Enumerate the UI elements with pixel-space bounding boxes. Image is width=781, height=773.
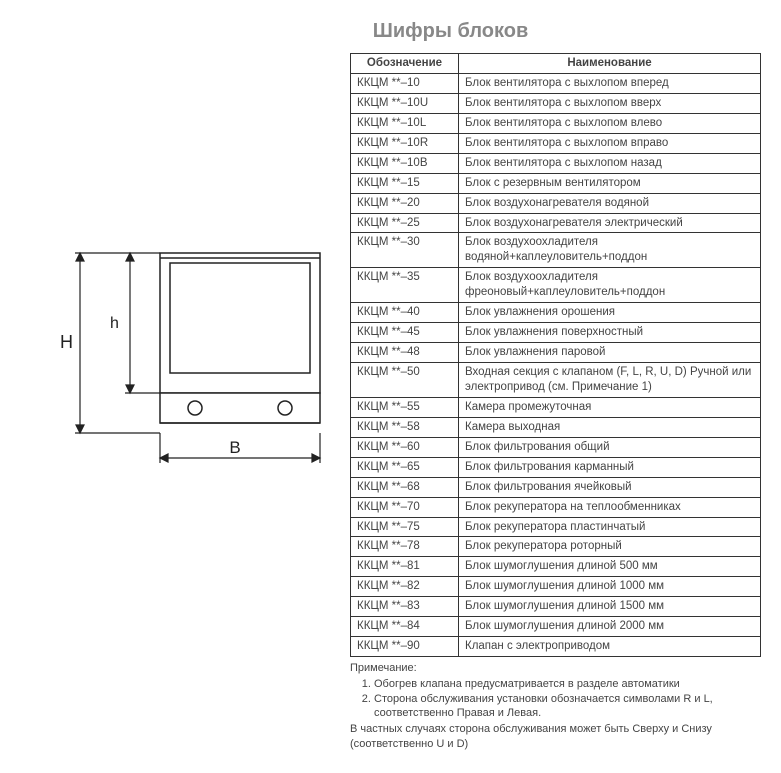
cell-name: Блок фильтрования карманный <box>459 457 761 477</box>
table-row: ККЦМ **–70Блок рекуператора на теплообме… <box>351 497 761 517</box>
table-row: ККЦМ **–58Камера выходная <box>351 417 761 437</box>
table-row: ККЦМ **–83Блок шумоглушения длиной 1500 … <box>351 597 761 617</box>
cell-code: ККЦМ **–25 <box>351 213 459 233</box>
th-name: Наименование <box>459 54 761 74</box>
table-row: ККЦМ **–10UБлок вентилятора с выхлопом в… <box>351 93 761 113</box>
table-row: ККЦМ **–10RБлок вентилятора с выхлопом в… <box>351 133 761 153</box>
cell-name: Блок воздухоохладителя фреоновый+каплеул… <box>459 268 761 303</box>
cell-name: Блок рекуператора пластинчатый <box>459 517 761 537</box>
table-row: ККЦМ **–10BБлок вентилятора с выхлопом н… <box>351 153 761 173</box>
cell-code: ККЦМ **–10U <box>351 93 459 113</box>
cell-name: Блок вентилятора с выхлопом назад <box>459 153 761 173</box>
table-row: ККЦМ **–40Блок увлажнения орошения <box>351 303 761 323</box>
cell-name: Блок шумоглушения длиной 1000 мм <box>459 577 761 597</box>
cell-code: ККЦМ **–75 <box>351 517 459 537</box>
cell-name: Блок воздухоохладителя водяной+каплеулов… <box>459 233 761 268</box>
cell-name: Блок вентилятора с выхлопом вверх <box>459 93 761 113</box>
cell-name: Блок шумоглушения длиной 1500 мм <box>459 597 761 617</box>
table-row: ККЦМ **–10Блок вентилятора с выхлопом вп… <box>351 73 761 93</box>
cell-code: ККЦМ **–30 <box>351 233 459 268</box>
page-title: Шифры блоков <box>140 20 761 43</box>
cell-code: ККЦМ **–65 <box>351 457 459 477</box>
cell-code: ККЦМ **–83 <box>351 597 459 617</box>
table-row: ККЦМ **–82Блок шумоглушения длиной 1000 … <box>351 577 761 597</box>
cell-code: ККЦМ **–20 <box>351 193 459 213</box>
cell-code: ККЦМ **–10L <box>351 113 459 133</box>
cell-code: ККЦМ **–78 <box>351 537 459 557</box>
cell-name: Блок шумоглушения длиной 2000 мм <box>459 617 761 637</box>
table-row: ККЦМ **–78Блок рекуператора роторный <box>351 537 761 557</box>
cell-code: ККЦМ **–58 <box>351 417 459 437</box>
cell-name: Блок фильтрования общий <box>459 437 761 457</box>
cell-name: Блок вентилятора с выхлопом вправо <box>459 133 761 153</box>
table-row: ККЦМ **–65Блок фильтрования карманный <box>351 457 761 477</box>
cell-code: ККЦМ **–40 <box>351 303 459 323</box>
cell-name: Блок вентилятора с выхлопом влево <box>459 113 761 133</box>
cell-code: ККЦМ **–48 <box>351 343 459 363</box>
table-row: ККЦМ **–25Блок воздухонагревателя электр… <box>351 213 761 233</box>
th-code: Обозначение <box>351 54 459 74</box>
cell-code: ККЦМ **–60 <box>351 437 459 457</box>
codes-table: Обозначение Наименование ККЦМ **–10Блок … <box>350 53 761 657</box>
cell-code: ККЦМ **–10R <box>351 133 459 153</box>
cell-code: ККЦМ **–82 <box>351 577 459 597</box>
cell-name: Блок рекуператора роторный <box>459 537 761 557</box>
cell-name: Блок увлажнения поверхностный <box>459 323 761 343</box>
table-row: ККЦМ **–84Блок шумоглушения длиной 2000 … <box>351 617 761 637</box>
cell-code: ККЦМ **–68 <box>351 477 459 497</box>
cell-name: Блок с резервным вентилятором <box>459 173 761 193</box>
cell-name: Блок шумоглушения длиной 500 мм <box>459 557 761 577</box>
cell-code: ККЦМ **–84 <box>351 617 459 637</box>
table-row: ККЦМ **–48Блок увлажнения паровой <box>351 343 761 363</box>
cell-name: Блок рекуператора на теплообменниках <box>459 497 761 517</box>
dim-label-B: B <box>229 438 240 457</box>
table-row: ККЦМ **–30Блок воздухоохладителя водяной… <box>351 233 761 268</box>
cell-code: ККЦМ **–55 <box>351 397 459 417</box>
table-row: ККЦМ **–60Блок фильтрования общий <box>351 437 761 457</box>
cell-code: ККЦМ **–50 <box>351 363 459 398</box>
cell-code: ККЦМ **–81 <box>351 557 459 577</box>
cell-code: ККЦМ **–35 <box>351 268 459 303</box>
cell-name: Блок увлажнения орошения <box>459 303 761 323</box>
table-row: ККЦМ **–55Камера промежуточная <box>351 397 761 417</box>
note-item: Сторона обслуживания установки обозначае… <box>374 692 761 721</box>
table-row: ККЦМ **–45Блок увлажнения поверхностный <box>351 323 761 343</box>
cell-code: ККЦМ **–15 <box>351 173 459 193</box>
cell-name: Блок вентилятора с выхлопом вперед <box>459 73 761 93</box>
cell-name: Клапан с электроприводом <box>459 637 761 657</box>
cell-code: ККЦМ **–70 <box>351 497 459 517</box>
cell-name: Блок воздухонагревателя водяной <box>459 193 761 213</box>
table-row: ККЦМ **–50Входная секция с клапаном (F, … <box>351 363 761 398</box>
table-row: ККЦМ **–15Блок с резервным вентилятором <box>351 173 761 193</box>
table-row: ККЦМ **–68Блок фильтрования ячейковый <box>351 477 761 497</box>
table-row: ККЦМ **–10LБлок вентилятора с выхлопом в… <box>351 113 761 133</box>
cell-code: ККЦМ **–10B <box>351 153 459 173</box>
notes-heading: Примечание: <box>350 661 761 675</box>
note-item: Обогрев клапана предусматривается в разд… <box>374 677 761 691</box>
table-row: ККЦМ **–20Блок воздухонагревателя водяно… <box>351 193 761 213</box>
table-row: ККЦМ **–90Клапан с электроприводом <box>351 637 761 657</box>
table-row: ККЦМ **–35Блок воздухоохладителя фреонов… <box>351 268 761 303</box>
dimension-diagram: H h B <box>20 53 350 473</box>
notes-block: Примечание: Обогрев клапана предусматрив… <box>350 661 761 751</box>
table-row: ККЦМ **–75Блок рекуператора пластинчатый <box>351 517 761 537</box>
cell-name: Входная секция с клапаном (F, L, R, U, D… <box>459 363 761 398</box>
cell-name: Блок увлажнения паровой <box>459 343 761 363</box>
dim-label-h: h <box>110 315 119 332</box>
table-row: ККЦМ **–81Блок шумоглушения длиной 500 м… <box>351 557 761 577</box>
cell-name: Блок фильтрования ячейковый <box>459 477 761 497</box>
cell-code: ККЦМ **–45 <box>351 323 459 343</box>
cell-code: ККЦМ **–90 <box>351 637 459 657</box>
cell-name: Камера промежуточная <box>459 397 761 417</box>
dim-label-H: H <box>60 332 73 352</box>
cell-name: Камера выходная <box>459 417 761 437</box>
cell-name: Блок воздухонагревателя электрический <box>459 213 761 233</box>
notes-trailer: В частных случаях сторона обслуживания м… <box>350 722 761 751</box>
cell-code: ККЦМ **–10 <box>351 73 459 93</box>
